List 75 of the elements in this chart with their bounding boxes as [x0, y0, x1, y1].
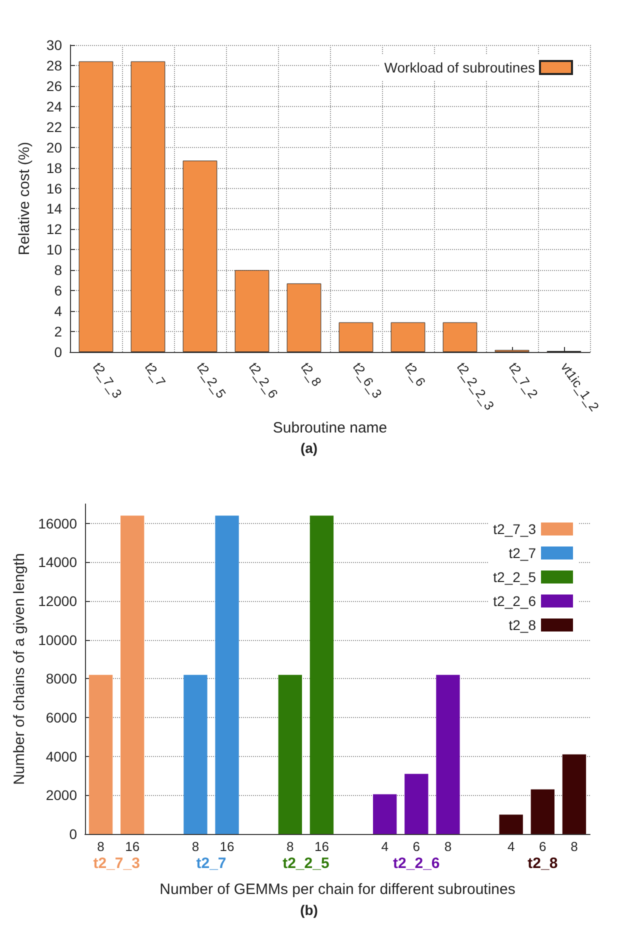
y-tick-label: 20	[46, 139, 62, 156]
bar	[120, 516, 144, 834]
x-tick-label: t2_7	[142, 360, 169, 390]
bar	[499, 814, 523, 834]
text: t2_7_3	[93, 855, 140, 872]
legend-label: t2_2_5	[493, 569, 536, 585]
x-tick-label: 8	[444, 839, 452, 854]
text: t2_2_5	[282, 855, 330, 872]
legend-label: t2_7_3	[493, 521, 536, 537]
x-tick-label: 16	[314, 839, 329, 854]
x-tick-label: 16	[220, 839, 234, 854]
y-tick-label: 14000	[38, 554, 78, 570]
y-tick-label: 6000	[46, 710, 78, 726]
y-tick-label: 22	[46, 118, 62, 135]
x-tick-label: 6	[539, 839, 546, 854]
bar	[530, 789, 554, 834]
y-tick-label: 16	[46, 180, 62, 196]
text: t2_7	[196, 855, 226, 872]
text: t2_2_6	[393, 855, 440, 872]
y-tick-label: 10000	[38, 632, 78, 648]
bar	[442, 322, 478, 352]
y-tick-label: 10	[46, 242, 62, 258]
x-tick-label: 4	[507, 839, 515, 854]
y-tick-label: 2	[54, 324, 62, 340]
y-tick-label: 14	[46, 200, 62, 217]
bar	[404, 774, 428, 834]
legend-label: t2_2_6	[493, 593, 536, 609]
y-tick-label: 4	[54, 303, 62, 320]
legend-label: Workload of subroutines	[384, 60, 535, 76]
bar	[278, 674, 302, 834]
bar	[215, 516, 239, 834]
bar	[286, 283, 322, 352]
bar	[390, 322, 426, 352]
bar	[234, 270, 270, 352]
x-axis-title: Number of GEMMs per chain for different subroutines	[160, 881, 516, 898]
text: (a)	[300, 440, 318, 456]
bar	[562, 754, 586, 834]
bar	[182, 160, 218, 352]
bar	[130, 61, 166, 352]
x-axis-title: Subroutine name	[272, 420, 388, 437]
x-tick-label: 8	[570, 839, 578, 854]
bar	[436, 674, 460, 834]
x-tick-label: 16	[125, 839, 140, 854]
bar	[373, 794, 397, 834]
x-tick-label: 8	[192, 839, 200, 854]
y-tick-label: 0	[69, 826, 78, 842]
bar	[88, 674, 113, 834]
y-tick-label: 28	[46, 57, 62, 74]
x-tick-label: 8	[286, 839, 294, 854]
y-tick-label: 4000	[46, 748, 78, 764]
y-tick-label: 8000	[46, 670, 78, 687]
x-tick-label: 8	[97, 839, 104, 854]
x-tick-label: 6	[412, 839, 420, 854]
bar	[184, 674, 208, 834]
text: (b)	[300, 902, 318, 918]
y-tick-label: 0	[54, 344, 62, 360]
y-tick-label: 18	[46, 160, 62, 176]
x-tick-label: 4	[381, 839, 388, 854]
y-tick-label: 30	[46, 37, 62, 53]
legend-label: t2_8	[508, 617, 536, 633]
y-tick-label: 2000	[46, 787, 78, 804]
y-tick-label: 8	[54, 262, 62, 278]
y-tick-label: 16000	[38, 515, 78, 532]
y-tick-label: 24	[46, 98, 62, 114]
bar	[338, 322, 374, 352]
bar	[78, 61, 114, 352]
legend-label: t2_7	[508, 545, 536, 561]
y-tick-label: 26	[46, 78, 62, 94]
y-tick-label: 12	[46, 221, 62, 238]
bar	[310, 516, 334, 834]
text: t2_8	[528, 855, 558, 872]
y-axis-title: Relative cost (%)	[16, 142, 33, 256]
y-axis-title: Number of chains of a given length	[11, 553, 28, 785]
y-tick-label: 6	[54, 282, 62, 299]
y-tick-label: 12000	[38, 593, 78, 610]
